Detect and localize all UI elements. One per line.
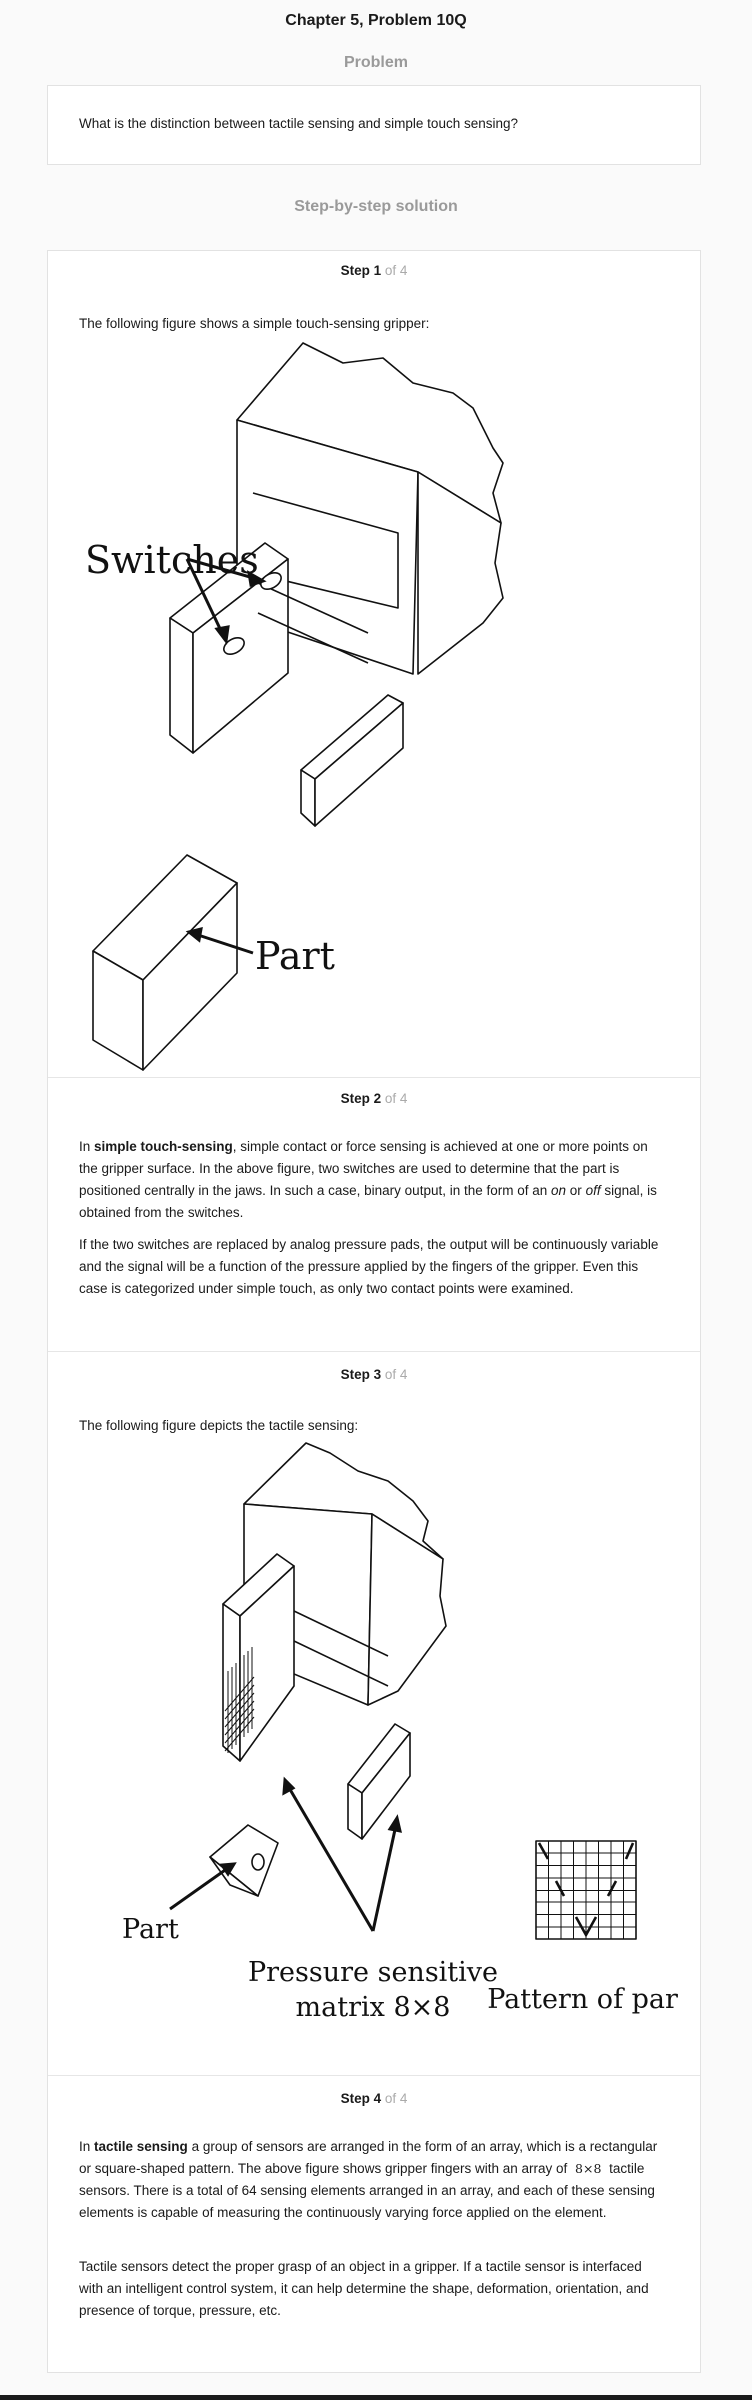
step-divider <box>48 2075 700 2076</box>
step-label: Step 2 <box>340 1091 382 1106</box>
step-divider <box>48 1351 700 1352</box>
step-4-header: Step 4 of 4 <box>48 2091 700 2106</box>
step-1-intro: The following figure shows a simple touc… <box>79 316 430 331</box>
step-2-paragraph-1: In simple touch-sensing, simple contact … <box>79 1136 669 1224</box>
switches-label: Switches <box>85 538 259 582</box>
text-run: signal, is obtained from the switches. <box>79 1183 657 1220</box>
step-2-paragraph-2: If the two switches are replaced by anal… <box>79 1237 659 1296</box>
text-run: tactile sensors. There is a total of 64 … <box>79 2161 655 2220</box>
problem-card: What is the distinction between tactile … <box>47 85 701 165</box>
solution-heading: Step-by-step solution <box>294 198 458 215</box>
part-label: Part <box>122 1914 179 1945</box>
text-run: In <box>79 1139 95 1154</box>
step-label: Step 4 <box>340 2091 382 2106</box>
step-2-header: Step 2 of 4 <box>48 1091 700 1106</box>
matrix-label-line-1: Pressure sensitive <box>248 1957 498 1988</box>
text-run: , simple contact or force sensing is ach… <box>79 1139 648 1198</box>
step-count: of 4 <box>384 2091 408 2106</box>
tactile-gripper-figure: Part Pressure sensitive matrix 8×8 Patte… <box>68 1441 678 2021</box>
step-3-header: Step 3 of 4 <box>48 1367 700 1382</box>
part-label: Part <box>255 934 335 978</box>
problem-text: What is the distinction between tactile … <box>79 116 519 131</box>
text-run: In <box>79 2139 95 2154</box>
term-tactile-sensing: tactile sensing <box>94 2139 188 2154</box>
step-1-header: Step 1 of 4 <box>48 263 700 278</box>
touch-gripper-figure: Switches Part <box>83 333 683 1073</box>
step-count: of 4 <box>384 1367 408 1382</box>
term-off: off <box>585 1183 601 1198</box>
text-run: a group of sensors are arranged in the f… <box>79 2139 658 2176</box>
matrix-label-line-2: matrix 8×8 <box>296 1992 451 2021</box>
step-count: of 4 <box>384 263 408 278</box>
term-simple-touch-sensing: simple touch-sensing <box>94 1139 233 1154</box>
text-run: or <box>566 1183 586 1198</box>
pattern-of-part-label: Pattern of part <box>487 1984 678 2015</box>
step-3-intro: The following figure depicts the tactile… <box>79 1418 359 1433</box>
step-label: Step 3 <box>340 1367 382 1382</box>
step-4-paragraph-1: In tactile sensing a group of sensors ar… <box>79 2136 669 2224</box>
step-count: of 4 <box>384 1091 408 1106</box>
page-title: Chapter 5, Problem 10Q <box>285 12 467 29</box>
math-8x8: 8×8 <box>575 2161 602 2176</box>
problem-heading: Problem <box>343 54 408 71</box>
solution-card: Step 1 of 4 The following figure shows a… <box>47 250 701 2373</box>
term-on: on <box>551 1183 567 1198</box>
bottom-rule <box>0 2395 752 2400</box>
step-divider <box>48 1077 700 1078</box>
step-4-paragraph-2: Tactile sensors detect the proper grasp … <box>79 2259 649 2318</box>
step-label: Step 1 <box>340 263 382 278</box>
